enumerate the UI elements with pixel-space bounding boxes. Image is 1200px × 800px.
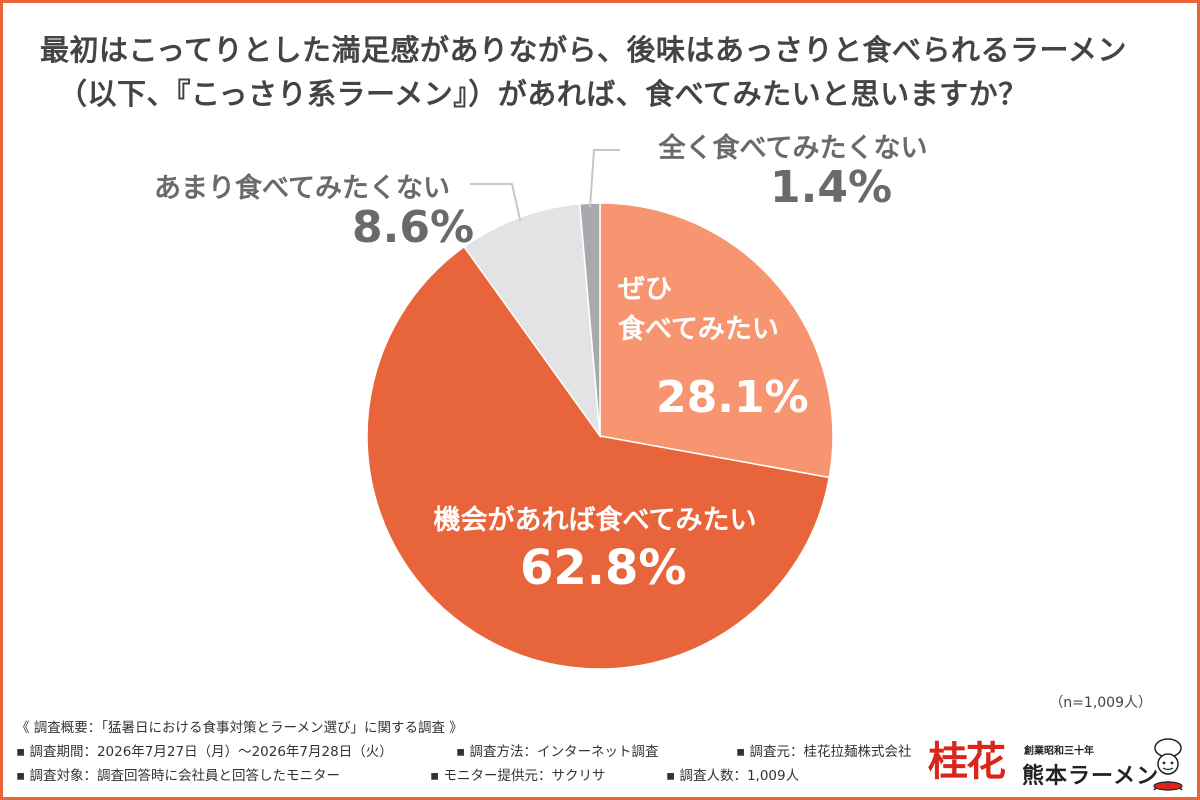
monitor-provider: ▪ モニター提供元：サクリサ (430, 768, 606, 784)
slice-value-definitely: 28.1% (656, 372, 809, 423)
survey-question: 最初はこってりとした満足感がありながら、後味はあっさりと食べられるラーメン （以… (40, 28, 1170, 116)
chef-mascot-icon (1153, 738, 1183, 791)
survey-count: ▪ 調査人数：1,009人 (666, 768, 800, 784)
slice-label-definitely-line1: ぜひ (618, 274, 672, 305)
slice-definitely (599, 202, 834, 479)
leader-line-not-really (470, 183, 522, 222)
leader-line-not-at-all (589, 149, 620, 208)
slice-label-definitely: ぜひ 食べてみたい (600, 270, 800, 350)
question-line-2: （以下、『こっさり系ラーメン』）があれば、食べてみたいと思いますか？ (58, 77, 1028, 111)
survey-source: ▪ 調査元：桂花拉麺株式会社 (736, 744, 912, 760)
survey-period: ▪ 調査期間：2026年7月27日（月）〜2026年7月28日（火） (16, 744, 393, 760)
survey-target: ▪ 調査対象：調査回答時に会社員と回答したモニター (16, 768, 340, 784)
brand-logo: 桂花 創業昭和三十年 熊本ラーメン (928, 736, 1190, 794)
logo-founded: 創業昭和三十年 (1024, 746, 1094, 757)
slice-label-definitely-line2: 食べてみたい (618, 314, 779, 345)
logo-brand-name: 熊本ラーメン (1022, 764, 1160, 789)
survey-summary: 《 調査概要：「猛暑日における食事対策とラーメン選び」に関する調査 》 (16, 720, 463, 736)
question-line-1: 最初はこってりとした満足感がありながら、後味はあっさりと食べられるラーメン (40, 33, 1127, 67)
slice-value-if-chance: 62.8% (520, 540, 687, 596)
slice-label-if-chance: 機会があれば食べてみたい (433, 505, 757, 536)
slice-value-not-really: 8.6% (352, 202, 475, 253)
survey-method: ▪ 調査方法：インターネット調査 (456, 744, 659, 760)
sample-size-note: （n=1,009人） (1049, 695, 1152, 711)
slice-if-chance (366, 245, 831, 670)
slice-label-not-at-all: 全く食べてみたくない (658, 133, 928, 164)
slice-value-not-at-all: 1.4% (770, 162, 893, 213)
logo-kanji: 桂花 (928, 738, 1006, 785)
slice-label-not-really: あまり食べてみたくない (154, 173, 450, 204)
